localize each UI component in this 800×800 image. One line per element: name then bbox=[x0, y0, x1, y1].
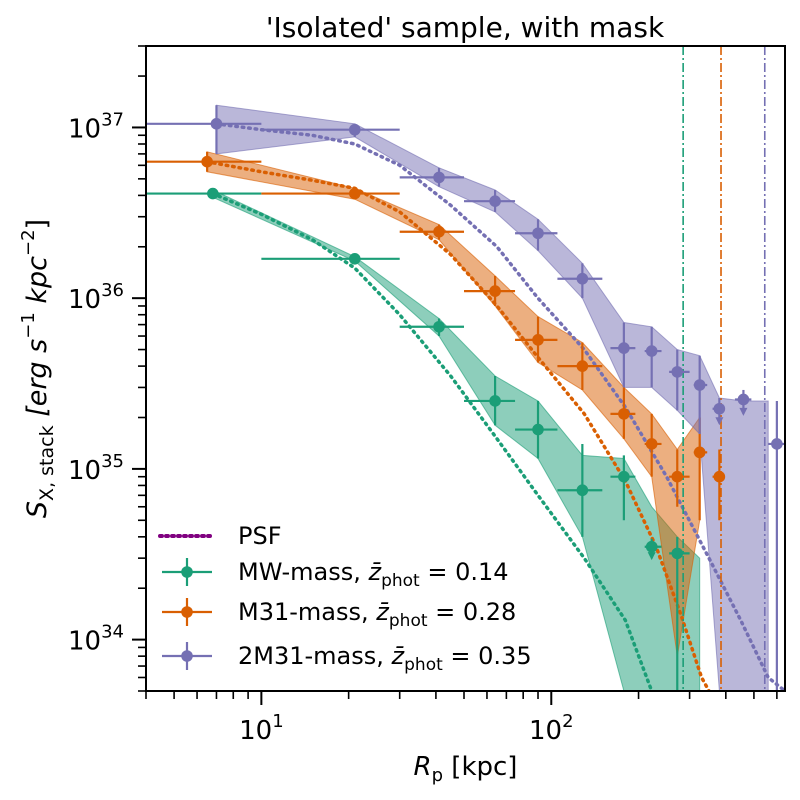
data-point-M31-mass-4 bbox=[515, 316, 558, 363]
data-point-2M31-mass-0 bbox=[146, 105, 262, 154]
marker bbox=[645, 438, 658, 450]
data-point-2M31-mass-4 bbox=[515, 219, 558, 251]
marker bbox=[618, 470, 630, 483]
marker bbox=[645, 540, 658, 553]
data-point-2M31-mass-11 bbox=[734, 389, 752, 416]
data-point-2M31-mass-5 bbox=[557, 263, 603, 299]
data-point-M31-mass-3 bbox=[464, 275, 516, 306]
marker bbox=[489, 285, 501, 297]
marker bbox=[737, 393, 750, 406]
data-point-M31-mass-0 bbox=[146, 151, 262, 172]
marker bbox=[489, 195, 501, 207]
legend-label: M31-mass, z̄phot = 0.28 bbox=[238, 598, 516, 631]
data-point-M31-mass-2 bbox=[399, 224, 465, 240]
data-point-M31-mass-6 bbox=[610, 387, 636, 439]
data-point-MW-mass-0 bbox=[146, 187, 262, 200]
y-axis-label: SX, stack [erg s−1 kpc−2] bbox=[18, 219, 58, 518]
data-point-2M31-mass-3 bbox=[464, 190, 516, 212]
data-point-2M31-mass-7 bbox=[644, 326, 662, 388]
marker bbox=[671, 470, 684, 483]
data-point-2M31-mass-9 bbox=[693, 355, 708, 435]
data-point-2M31-mass-10 bbox=[712, 398, 726, 426]
marker bbox=[618, 342, 630, 354]
data-point-M31-mass-7 bbox=[644, 413, 662, 477]
data-point-MW-mass-7 bbox=[644, 538, 662, 561]
data-point-2M31-mass-6 bbox=[610, 322, 636, 388]
x-tick-label: 101 bbox=[239, 711, 284, 746]
chart-title: 'Isolated' sample, with mask bbox=[266, 11, 665, 44]
x-axis-label: Rp [kpc] bbox=[414, 752, 518, 786]
psf-line-M31-mass bbox=[205, 159, 711, 691]
marker bbox=[771, 438, 783, 450]
legend-label: MW-mass, z̄phot = 0.14 bbox=[238, 558, 509, 591]
marker bbox=[713, 402, 726, 415]
marker bbox=[489, 395, 501, 407]
y-tick-label: 1037 bbox=[68, 109, 124, 144]
x-tick-label: 102 bbox=[529, 711, 574, 746]
legend-swatch-marker bbox=[181, 606, 193, 618]
marker bbox=[671, 547, 684, 560]
plot-clip-group bbox=[146, 46, 785, 691]
axes: 101 102 1034 1035 1036 1037 Rp [kpc] SX, stack … bbox=[18, 45, 786, 786]
legend-swatch-marker bbox=[181, 566, 193, 578]
marker bbox=[210, 118, 223, 130]
data-point-M31-mass-1 bbox=[261, 187, 400, 200]
upper-limit-arrow bbox=[647, 552, 656, 561]
marker bbox=[693, 446, 706, 459]
data-point-MW-mass-8 bbox=[669, 536, 690, 691]
marker bbox=[532, 227, 544, 240]
data-point-MW-mass-6 bbox=[610, 455, 636, 521]
marker bbox=[693, 379, 706, 391]
y-tick-label: 1035 bbox=[68, 451, 124, 486]
marker bbox=[618, 408, 630, 420]
marker bbox=[532, 334, 544, 346]
y-tick-label: 1036 bbox=[68, 280, 124, 315]
y-tick-label: 1034 bbox=[68, 622, 124, 657]
marker bbox=[645, 345, 658, 357]
marker bbox=[576, 484, 589, 497]
data-point-2M31-mass-8 bbox=[669, 349, 690, 411]
marker bbox=[532, 423, 544, 436]
data-point-M31-mass-8 bbox=[669, 449, 690, 507]
legend-item-2M31-mass: 2M31-mass, z̄phot = 0.35 bbox=[162, 642, 532, 675]
marker bbox=[576, 360, 589, 372]
marker bbox=[348, 187, 361, 200]
legend-label: 2M31-mass, z̄phot = 0.35 bbox=[238, 642, 532, 675]
marker bbox=[576, 272, 589, 285]
data-point-2M31-mass-1 bbox=[261, 123, 400, 137]
plot-frame bbox=[145, 45, 786, 692]
plot-area bbox=[146, 46, 785, 691]
data-point-2M31-mass-12 bbox=[768, 400, 785, 691]
data-point-MW-mass-3 bbox=[464, 376, 516, 426]
legend-item-M31-mass: M31-mass, z̄phot = 0.28 bbox=[162, 598, 516, 631]
psf-line-2M31-mass bbox=[214, 122, 785, 691]
marker bbox=[433, 320, 445, 333]
marker bbox=[713, 470, 726, 483]
marker bbox=[348, 123, 361, 136]
marker bbox=[671, 366, 684, 378]
band-M31-mass bbox=[206, 151, 701, 657]
upper-limit-arrow bbox=[715, 417, 724, 426]
legend-psf-label: PSF bbox=[238, 522, 282, 550]
psf-line-MW-mass bbox=[211, 191, 654, 691]
upper-limit-arrow bbox=[739, 407, 748, 416]
marker bbox=[207, 187, 219, 200]
data-point-M31-mass-10 bbox=[712, 449, 726, 521]
legend: PSF MW-mass, z̄phot = 0.14 M31-mass, z̄pho… bbox=[158, 522, 532, 675]
data-point-M31-mass-9 bbox=[693, 417, 708, 521]
marker bbox=[201, 155, 213, 168]
legend-swatch-marker bbox=[181, 650, 193, 662]
data-point-MW-mass-4 bbox=[515, 400, 558, 459]
band-MW-mass bbox=[212, 189, 701, 691]
data-point-M31-mass-5 bbox=[557, 342, 603, 390]
data-point-MW-mass-1 bbox=[261, 253, 400, 265]
data-point-2M31-mass-2 bbox=[399, 167, 465, 187]
marker bbox=[348, 253, 361, 265]
data-point-MW-mass-5 bbox=[557, 443, 603, 537]
data-point-MW-mass-2 bbox=[399, 318, 465, 337]
marker bbox=[433, 225, 445, 238]
legend-item-MW-mass: MW-mass, z̄phot = 0.14 bbox=[162, 558, 509, 591]
marker bbox=[433, 171, 445, 184]
